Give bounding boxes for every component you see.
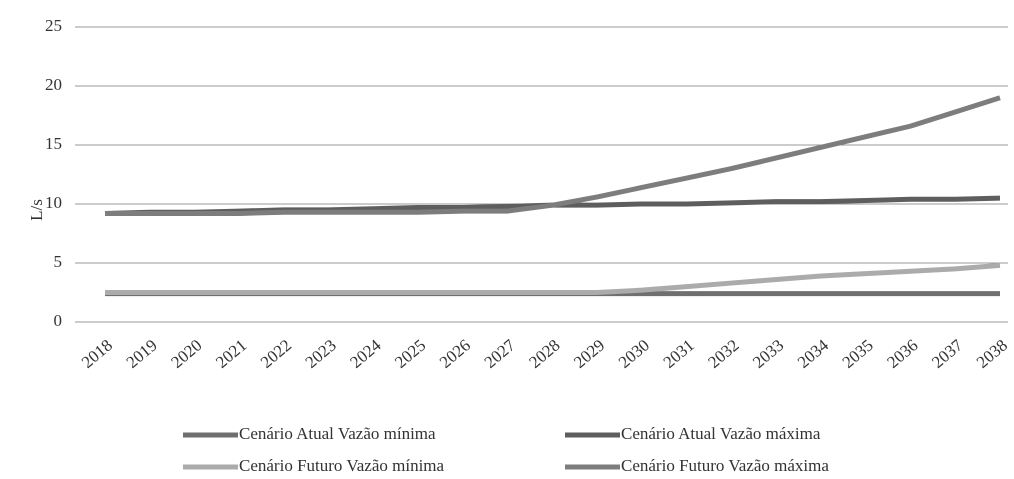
x-tick-label: 2022 <box>257 336 295 372</box>
legend-label: Cenário Atual Vazão mínima <box>239 424 436 443</box>
x-tick-label: 2024 <box>346 335 385 372</box>
x-tick-label: 2019 <box>123 336 161 372</box>
x-tick-label: 2021 <box>212 336 250 372</box>
x-tick-label: 2030 <box>615 336 653 372</box>
y-tick-label: 10 <box>45 193 62 212</box>
legend-label: Cenário Futuro Vazão mínima <box>239 456 445 475</box>
series-line <box>105 262 1001 295</box>
x-tick-label: 2027 <box>481 335 520 372</box>
x-tick-label: 2023 <box>302 336 340 372</box>
x-tick-label: 2029 <box>570 336 608 372</box>
y-tick-label: 5 <box>54 252 63 271</box>
x-tick-label: 2034 <box>794 335 833 372</box>
x-tick-label: 2018 <box>78 336 116 372</box>
legend-label: Cenário Futuro Vazão máxima <box>621 456 829 475</box>
x-tick-label: 2028 <box>525 336 563 372</box>
x-tick-label: 2037 <box>928 335 967 372</box>
x-tick-label: 2036 <box>883 336 921 372</box>
x-tick-label: 2032 <box>704 336 742 372</box>
x-tick-label: 2033 <box>749 336 787 372</box>
legend-label: Cenário Atual Vazão máxima <box>621 424 821 443</box>
y-tick-label: 25 <box>45 16 62 35</box>
x-tick-label: 2026 <box>436 336 474 372</box>
series-line <box>105 95 1001 216</box>
y-tick-label: 15 <box>45 134 62 153</box>
y-tick-label: 0 <box>54 311 63 330</box>
y-axis-label: L/s <box>27 199 46 221</box>
x-tick-label: 2035 <box>839 336 877 372</box>
x-tick-label: 2020 <box>167 336 205 372</box>
x-tick-label: 2025 <box>391 336 429 372</box>
x-tick-label: 2031 <box>660 336 698 372</box>
y-tick-label: 20 <box>45 75 62 94</box>
x-tick-label: 2038 <box>973 336 1011 372</box>
